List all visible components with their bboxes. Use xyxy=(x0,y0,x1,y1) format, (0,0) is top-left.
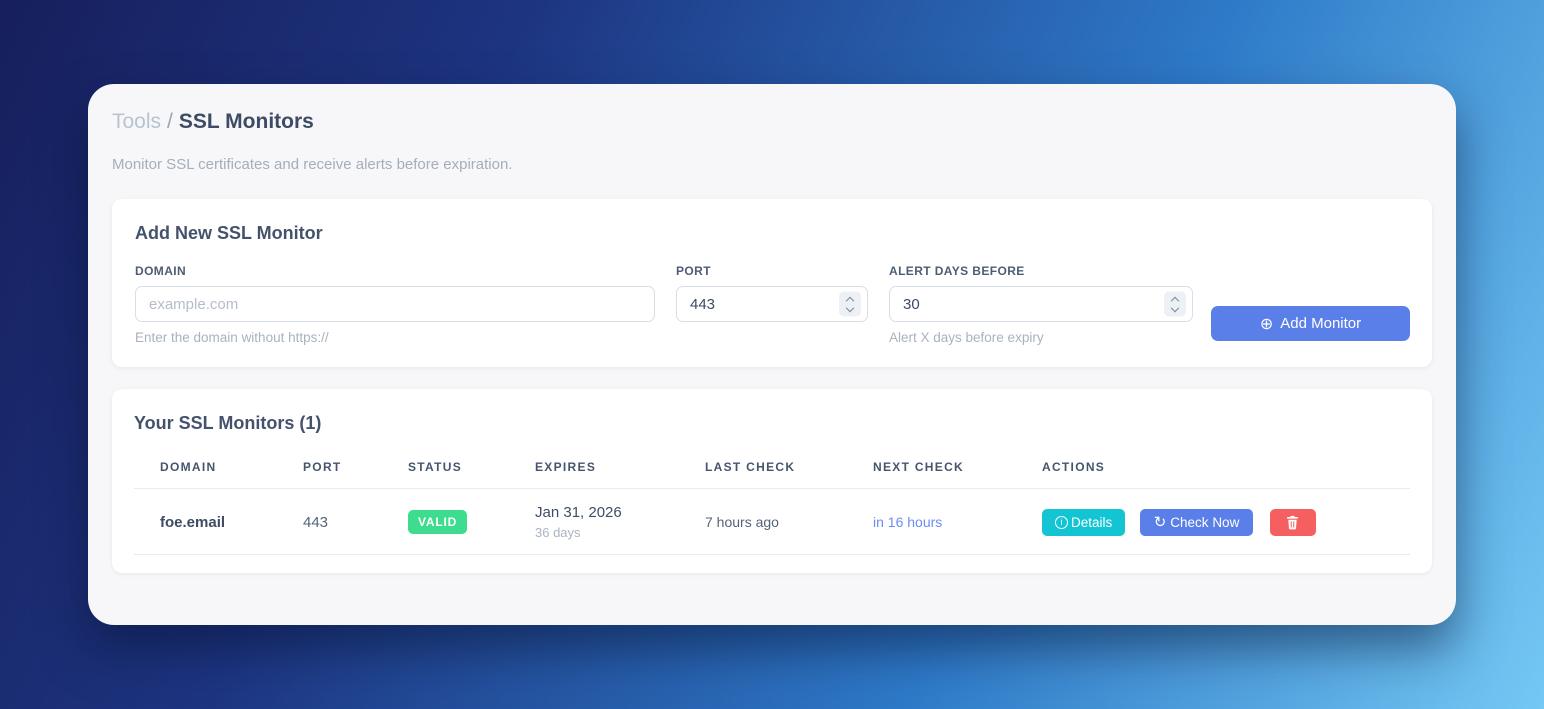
check-now-button-label: Check Now xyxy=(1170,514,1240,530)
col-header-port: PORT xyxy=(303,460,408,489)
domain-input[interactable] xyxy=(135,286,655,322)
col-header-domain: DOMAIN xyxy=(134,460,303,489)
chevron-down-icon xyxy=(845,303,855,312)
submit-group: ⊕ Add Monitor xyxy=(1211,264,1410,341)
add-monitor-button-label: Add Monitor xyxy=(1280,315,1362,332)
add-monitor-button[interactable]: ⊕ Add Monitor xyxy=(1211,306,1410,341)
page-title: SSL Monitors xyxy=(178,110,314,133)
add-monitor-form: DOMAIN Enter the domain without https://… xyxy=(135,264,1410,345)
details-button-label: Details xyxy=(1071,514,1113,530)
col-header-actions: ACTIONS xyxy=(1042,460,1410,489)
alert-days-input[interactable] xyxy=(889,286,1193,322)
expires-date: Jan 31, 2026 xyxy=(535,504,622,521)
col-header-last-check: LAST CHECK xyxy=(705,460,873,489)
alert-days-helper-text: Alert X days before expiry xyxy=(889,330,1044,345)
monitors-panel: Your SSL Monitors (1) DOMAIN PORT STATUS… xyxy=(112,389,1432,573)
chevron-down-icon xyxy=(1170,303,1180,312)
breadcrumb: Tools / SSL Monitors xyxy=(112,108,1432,136)
cell-last-check: 7 hours ago xyxy=(705,488,873,555)
monitors-table: DOMAIN PORT STATUS EXPIRES LAST CHECK NE… xyxy=(134,460,1410,555)
alert-days-label: ALERT DAYS BEFORE xyxy=(889,264,1025,278)
col-header-expires: EXPIRES xyxy=(535,460,705,489)
table-header-row: DOMAIN PORT STATUS EXPIRES LAST CHECK NE… xyxy=(134,460,1410,489)
cell-port: 443 xyxy=(303,488,408,555)
details-button[interactable]: i Details xyxy=(1042,508,1126,536)
breadcrumb-separator: / xyxy=(167,110,173,133)
check-now-button[interactable]: ↻ Check Now xyxy=(1139,508,1254,536)
domain-label: DOMAIN xyxy=(135,264,187,278)
port-stepper[interactable] xyxy=(839,291,861,317)
cell-next-check: in 16 hours xyxy=(873,488,1042,555)
add-monitor-panel: Add New SSL Monitor DOMAIN Enter the dom… xyxy=(112,199,1432,367)
col-header-next-check: NEXT CHECK xyxy=(873,460,1042,489)
page-subtitle: Monitor SSL certificates and receive ale… xyxy=(112,156,513,173)
port-field-group: PORT xyxy=(676,264,868,322)
table-row: foe.email 443 VALID Jan 31, 2026 36 days… xyxy=(134,488,1410,555)
alert-days-field-group: ALERT DAYS BEFORE Alert X days before ex… xyxy=(889,264,1193,345)
breadcrumb-tools-link[interactable]: Tools xyxy=(112,110,162,133)
domain-helper-text: Enter the domain without https:// xyxy=(135,330,329,345)
delete-button[interactable] xyxy=(1269,508,1316,536)
port-input[interactable] xyxy=(676,286,868,322)
cell-status: VALID xyxy=(408,488,535,555)
alert-days-stepper[interactable] xyxy=(1164,291,1186,317)
port-label: PORT xyxy=(676,264,711,278)
monitors-panel-title: Your SSL Monitors (1) xyxy=(134,413,322,433)
domain-field-group: DOMAIN Enter the domain without https:// xyxy=(135,264,655,345)
cell-expires: Jan 31, 2026 36 days xyxy=(535,488,705,555)
expires-days-remaining: 36 days xyxy=(535,525,581,540)
cell-domain: foe.email xyxy=(134,488,303,555)
info-icon: i xyxy=(1055,515,1068,529)
add-panel-title: Add New SSL Monitor xyxy=(135,223,323,243)
trash-icon xyxy=(1287,515,1299,529)
main-card: Tools / SSL Monitors Monitor SSL certifica… xyxy=(88,84,1456,625)
plus-circle-icon: ⊕ xyxy=(1259,313,1274,333)
status-badge: VALID xyxy=(408,510,468,534)
cell-actions: i Details ↻ Check Now xyxy=(1042,488,1410,555)
col-header-status: STATUS xyxy=(408,460,535,489)
refresh-icon: ↻ xyxy=(1153,512,1167,531)
